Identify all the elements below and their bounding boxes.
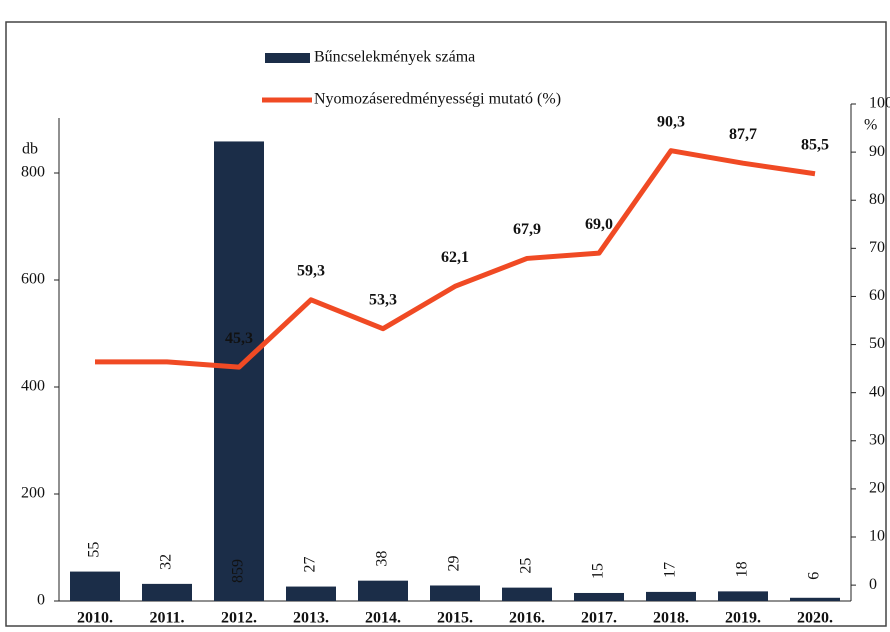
- y2-tick-label: 80: [869, 191, 885, 208]
- bar-value-label: 38: [374, 551, 391, 567]
- bar-value-label: 15: [590, 563, 607, 579]
- line-value-label: 62,1: [441, 249, 469, 266]
- x-tick-label: 2011.: [149, 610, 184, 627]
- bar: [502, 587, 552, 601]
- x-tick-label: 2012.: [221, 610, 257, 627]
- bar-value-label: 859: [230, 559, 247, 583]
- legend-label: Nyomozáseredményességi mutató (%): [314, 91, 561, 108]
- x-tick-label: 2017.: [581, 610, 617, 627]
- legend-swatch: [265, 53, 310, 63]
- y2-tick-label: 100: [869, 95, 890, 112]
- line-value-label: 67,9: [513, 221, 541, 238]
- y2-tick-label: 0: [869, 576, 877, 593]
- bar: [286, 586, 336, 601]
- line: [95, 148, 816, 370]
- y-tick-label: 800: [21, 164, 45, 181]
- y2-tick-label: 30: [869, 431, 885, 448]
- x-tick-label: 2016.: [509, 610, 545, 627]
- y2-axis-label: %: [864, 117, 877, 134]
- y-tick-label: 200: [21, 485, 45, 502]
- line-value-label: 59,3: [297, 262, 325, 279]
- x-tick-label: 2010.: [77, 610, 113, 627]
- line-value-label: 53,3: [369, 291, 397, 308]
- line-value-label: 87,7: [729, 126, 757, 143]
- legend-label: Bűncselekmények száma: [314, 49, 475, 66]
- bar: [718, 591, 768, 601]
- bar-value-label: 18: [734, 561, 751, 577]
- bar-value-label: 27: [302, 557, 319, 573]
- bar-value-label: 6: [806, 572, 823, 580]
- bar: [214, 141, 264, 602]
- x-tick-label: 2019.: [725, 610, 761, 627]
- y2-tick-label: 60: [869, 287, 885, 304]
- bar-value-label: 32: [158, 554, 175, 570]
- y-tick-label: 600: [21, 271, 45, 288]
- bar: [70, 571, 120, 601]
- y2-tick-label: 50: [869, 335, 885, 352]
- bar: [790, 597, 840, 601]
- line-value-label: 45,3: [225, 330, 253, 347]
- bar: [142, 583, 192, 601]
- bar-value-label: 17: [662, 562, 679, 578]
- bar: [574, 592, 624, 601]
- bar: [646, 591, 696, 601]
- bar: [430, 585, 480, 601]
- y2-tick-label: 70: [869, 239, 885, 256]
- y2-tick-label: 40: [869, 383, 885, 400]
- y2-tick-label: 90: [869, 143, 885, 160]
- y-axis-label: db: [22, 141, 38, 158]
- line-value-label: 90,3: [657, 113, 685, 130]
- line-value-label: 85,5: [801, 136, 829, 153]
- x-tick-label: 2020.: [797, 610, 833, 627]
- bar-value-label: 55: [86, 542, 103, 558]
- x-tick-label: 2013.: [293, 610, 329, 627]
- y2-tick-label: 20: [869, 480, 885, 497]
- x-tick-label: 2015.: [437, 610, 473, 627]
- x-tick-label: 2014.: [365, 610, 401, 627]
- y-tick-label: 400: [21, 378, 45, 395]
- y2-tick-label: 10: [869, 528, 885, 545]
- x-tick-label: 2018.: [653, 610, 689, 627]
- y-tick-label: 0: [37, 592, 45, 609]
- bar: [358, 580, 408, 601]
- bar-value-label: 29: [446, 555, 463, 571]
- frame: [5, 21, 887, 627]
- line-value-label: 69,0: [585, 216, 613, 233]
- bar-value-label: 25: [518, 558, 535, 574]
